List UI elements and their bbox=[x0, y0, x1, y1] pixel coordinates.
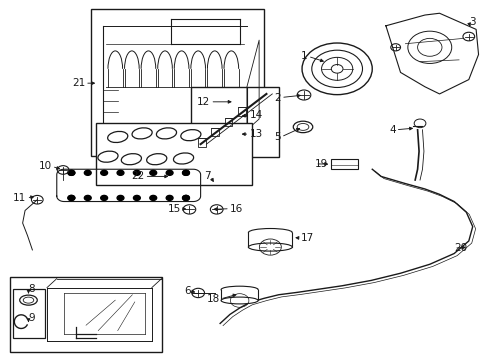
Circle shape bbox=[166, 170, 173, 175]
Circle shape bbox=[149, 170, 156, 175]
Text: 9: 9 bbox=[28, 313, 35, 323]
Text: 11: 11 bbox=[13, 193, 26, 203]
Text: 15: 15 bbox=[167, 204, 181, 214]
Ellipse shape bbox=[248, 229, 292, 237]
Text: 20: 20 bbox=[453, 243, 467, 253]
Bar bbox=[224, 118, 232, 126]
Bar bbox=[211, 128, 219, 136]
Bar bbox=[13, 289, 44, 338]
Circle shape bbox=[84, 195, 91, 201]
Text: 16: 16 bbox=[229, 204, 243, 214]
Ellipse shape bbox=[221, 286, 258, 293]
Ellipse shape bbox=[221, 297, 258, 304]
Text: 17: 17 bbox=[300, 233, 313, 243]
Text: 10: 10 bbox=[39, 161, 52, 171]
Bar bbox=[330, 159, 357, 169]
Bar bbox=[248, 233, 292, 247]
Bar bbox=[221, 289, 258, 301]
Bar bbox=[91, 9, 264, 156]
Text: 7: 7 bbox=[203, 171, 210, 181]
Circle shape bbox=[166, 195, 173, 201]
Text: 4: 4 bbox=[388, 125, 395, 135]
Circle shape bbox=[117, 195, 123, 201]
Text: 6: 6 bbox=[184, 286, 190, 296]
Text: 1: 1 bbox=[301, 51, 307, 61]
Text: 21: 21 bbox=[72, 78, 85, 88]
Circle shape bbox=[182, 170, 189, 175]
Circle shape bbox=[133, 195, 140, 201]
Circle shape bbox=[68, 170, 75, 175]
Circle shape bbox=[84, 170, 91, 175]
Text: 13: 13 bbox=[249, 129, 262, 139]
Circle shape bbox=[117, 170, 123, 175]
Bar bbox=[237, 107, 245, 116]
Circle shape bbox=[182, 170, 189, 175]
Text: 22: 22 bbox=[131, 171, 144, 181]
Text: 18: 18 bbox=[206, 294, 220, 304]
Circle shape bbox=[68, 195, 75, 201]
Bar bbox=[96, 123, 251, 185]
Text: 12: 12 bbox=[197, 97, 210, 107]
Circle shape bbox=[68, 195, 75, 201]
Bar bbox=[198, 138, 205, 147]
Circle shape bbox=[133, 170, 140, 175]
Bar bbox=[10, 277, 161, 352]
Circle shape bbox=[101, 170, 107, 175]
Circle shape bbox=[149, 195, 156, 201]
Circle shape bbox=[101, 195, 107, 201]
Ellipse shape bbox=[248, 243, 292, 251]
Circle shape bbox=[182, 195, 189, 201]
Text: 19: 19 bbox=[315, 159, 328, 169]
Text: 2: 2 bbox=[274, 93, 281, 103]
Text: 3: 3 bbox=[468, 17, 474, 27]
Bar bbox=[190, 87, 278, 157]
Circle shape bbox=[68, 170, 75, 175]
Text: 8: 8 bbox=[28, 284, 35, 294]
Circle shape bbox=[182, 195, 189, 201]
Text: 5: 5 bbox=[274, 132, 281, 142]
Text: 14: 14 bbox=[249, 111, 262, 121]
